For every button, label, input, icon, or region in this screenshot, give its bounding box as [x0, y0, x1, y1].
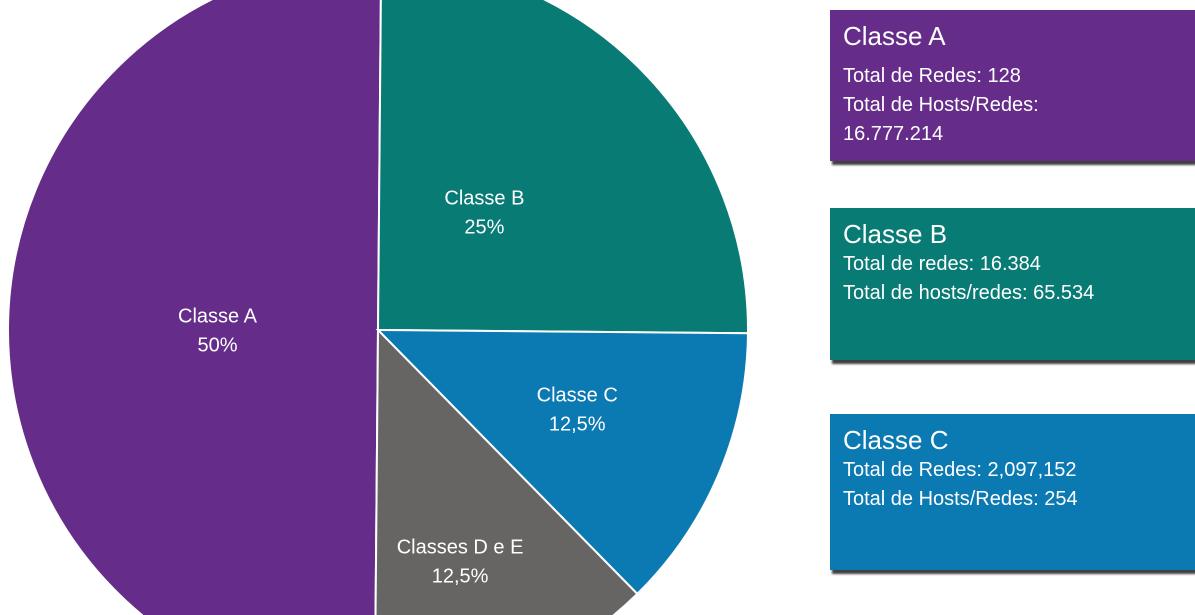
class-c-total-hosts: Total de Hosts/Redes: 254 [843, 488, 1078, 510]
pie-slice-classe-c [375, 328, 750, 596]
class-a-info-box: Classe A Total de Redes: 128 Total de Ho… [830, 10, 1195, 161]
slice-percent-0: 50% [197, 335, 237, 357]
pie-slice-classe-a [7, 0, 382, 615]
slice-label-0: Classe A [178, 306, 258, 328]
slice-percent-1: 25% [464, 217, 504, 239]
slice-label-1: Classe B [444, 188, 524, 210]
class-c-info-box: Classe C Total de Redes: 2,097,152 Total… [830, 414, 1195, 570]
class-a-hosts-label: Total de Hosts/Redes: [843, 94, 1039, 116]
slice-percent-3: 12,5% [432, 566, 489, 588]
class-a-box-title: Classe A [843, 21, 946, 51]
slice-label-3: Classes D e E [397, 537, 524, 559]
pie-chart: Classe A 50% Classe B 25% Classe C 12,5% Class… [7, 0, 750, 615]
slice-percent-2: 12,5% [549, 414, 606, 436]
class-c-total-networks: Total de Redes: 2,097,152 [843, 459, 1077, 481]
class-b-info-box: Classe B Total de redes: 16.384 Total de… [830, 208, 1195, 360]
class-a-hosts-value: 16.777.214 [843, 123, 944, 145]
class-b-total-networks: Total de redes: 16.384 [843, 253, 1041, 275]
class-b-box-title: Classe B [843, 219, 948, 249]
pie-slice-classe-b [376, 0, 750, 335]
pie-slice-classes-d-e-e [374, 327, 639, 615]
class-c-box-title: Classe C [843, 425, 949, 455]
class-a-total-networks: Total de Redes: 128 [843, 65, 1021, 87]
slice-label-2: Classe C [537, 385, 618, 407]
class-b-total-hosts: Total de hosts/redes: 65.534 [843, 282, 1095, 304]
